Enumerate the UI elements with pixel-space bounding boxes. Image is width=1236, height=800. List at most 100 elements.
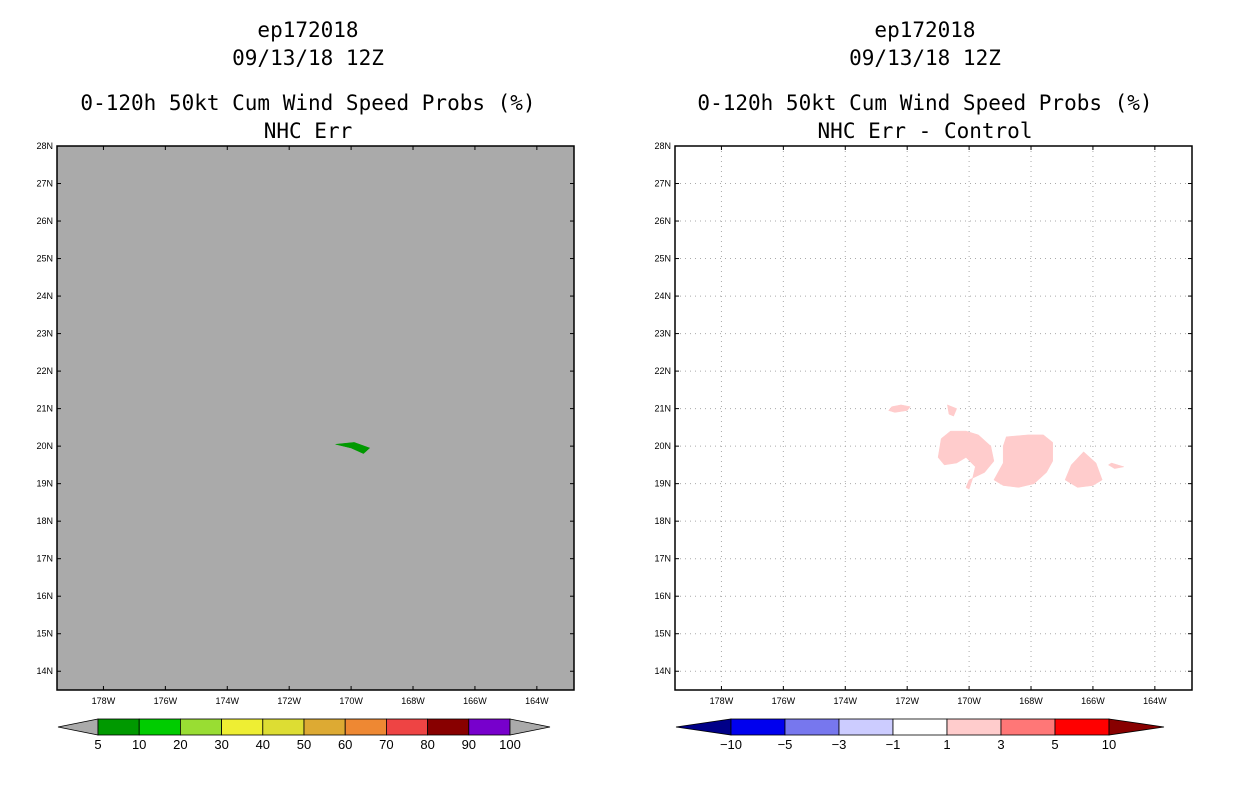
left-y-tick-label: 28N [36,141,53,151]
left-colorbar-label: 40 [256,737,270,752]
left-colorbar-swatch [262,718,305,736]
left-y-tick-label: 16N [36,591,53,601]
right-y-tick-label: 16N [654,591,671,601]
left-plot-background [57,146,574,690]
right-y-tick-label: 22N [654,366,671,376]
right-x-tick-label: 168W [1019,696,1043,706]
right-subtitle: NHC Err - Control [817,119,1033,143]
left-y-tick-label: 21N [36,404,53,414]
left-y-tick-label: 25N [36,254,53,264]
left-y-tick-label: 24N [36,291,53,301]
right-colorbar-label: −10 [720,737,742,752]
left-y-tick-label: 14N [36,666,53,676]
left-colorbar-label: 60 [338,737,352,752]
right-x-tick-label: 174W [834,696,858,706]
left-colorbar-label: 70 [379,737,393,752]
right-colorbar-swatch [892,718,948,736]
right-y-tick-label: 24N [654,291,671,301]
right-y-tick-label: 15N [654,629,671,639]
left-x-tick-label: 164W [525,696,549,706]
right-y-tick-label: 17N [654,554,671,564]
left-x-tick-label: 178W [92,696,116,706]
right-colorbar-swatch [1000,718,1056,736]
left-y-tick-label: 22N [36,366,53,376]
right-y-tick-label: 25N [654,254,671,264]
left-colorbar-swatch [468,718,511,736]
left-storm-id: ep172018 [257,18,359,42]
left-y-tick-label: 27N [36,179,53,189]
left-x-tick-label: 166W [463,696,487,706]
right-contour-region [888,404,911,413]
right-colorbar-swatch [1054,718,1110,736]
left-colorbar-swatch [221,718,264,736]
right-colorbar-swatch [946,718,1002,736]
left-contour-region [335,442,371,454]
right-colorbar-label: 5 [1051,737,1058,752]
right-y-tick-label: 26N [654,216,671,226]
left-colorbar-swatch [385,718,428,736]
left-y-tick-label: 23N [36,329,53,339]
right-colorbar-over-arrow [1108,718,1165,736]
right-contour-region [1064,451,1103,488]
left-colorbar-over-arrow [509,718,551,736]
right-datetime: 09/13/18 12Z [849,46,1001,70]
right-colorbar-label: −3 [832,737,847,752]
left-x-tick-label: 168W [401,696,425,706]
right-colorbar-label: −1 [886,737,901,752]
right-storm-id: ep172018 [874,18,976,42]
left-colorbar-label: 50 [297,737,311,752]
left-y-tick-label: 18N [36,516,53,526]
left-colorbar-swatch [97,718,140,736]
left-colorbar-swatch [138,718,181,736]
right-y-tick-label: 21N [654,404,671,414]
right-colorbar-under-arrow [675,718,732,736]
right-contour-region [993,434,1053,488]
right-colorbar-swatch [838,718,894,736]
right-colorbar-label: 1 [943,737,950,752]
left-x-tick-label: 172W [277,696,301,706]
right-y-tick-label: 19N [654,479,671,489]
right-x-tick-label: 170W [957,696,981,706]
right-plot-background [675,146,1192,690]
left-y-tick-label: 20N [36,441,53,451]
right-y-tick-label: 14N [654,666,671,676]
left-colorbar-label: 30 [214,737,228,752]
right-x-tick-label: 166W [1081,696,1105,706]
right-y-tick-label: 20N [654,441,671,451]
left-x-tick-label: 170W [339,696,363,706]
left-colorbar-label: 10 [132,737,146,752]
right-x-tick-label: 176W [772,696,796,706]
left-title: 0-120h 50kt Cum Wind Speed Probs (%) [80,91,536,115]
left-colorbar-under-arrow [57,718,99,736]
left-y-tick-label: 26N [36,216,53,226]
left-subtitle: NHC Err [263,119,353,143]
right-title: 0-120h 50kt Cum Wind Speed Probs (%) [697,91,1153,115]
right-x-tick-label: 164W [1143,696,1167,706]
right-contour-region [937,430,995,490]
left-colorbar-label: 20 [173,737,187,752]
left-datetime: 09/13/18 12Z [232,46,384,70]
left-colorbar-swatch [344,718,387,736]
left-colorbar-swatch [303,718,346,736]
right-y-tick-label: 27N [654,179,671,189]
right-colorbar-label: 10 [1102,737,1116,752]
right-colorbar-label: −5 [778,737,793,752]
left-x-tick-label: 176W [154,696,178,706]
left-colorbar-swatch [427,718,470,736]
right-contour-region [1107,462,1124,469]
left-y-tick-label: 17N [36,554,53,564]
left-y-tick-label: 15N [36,629,53,639]
left-colorbar-label: 5 [94,737,101,752]
right-y-tick-label: 18N [654,516,671,526]
right-colorbar-swatch [730,718,786,736]
left-colorbar-label: 80 [420,737,434,752]
right-contour-region [947,404,958,417]
right-x-tick-label: 178W [710,696,734,706]
right-x-tick-label: 172W [895,696,919,706]
right-y-tick-label: 23N [654,329,671,339]
left-colorbar-swatch [179,718,222,736]
left-plot-frame [56,145,575,691]
right-plot-frame [674,145,1193,691]
left-y-tick-label: 19N [36,479,53,489]
